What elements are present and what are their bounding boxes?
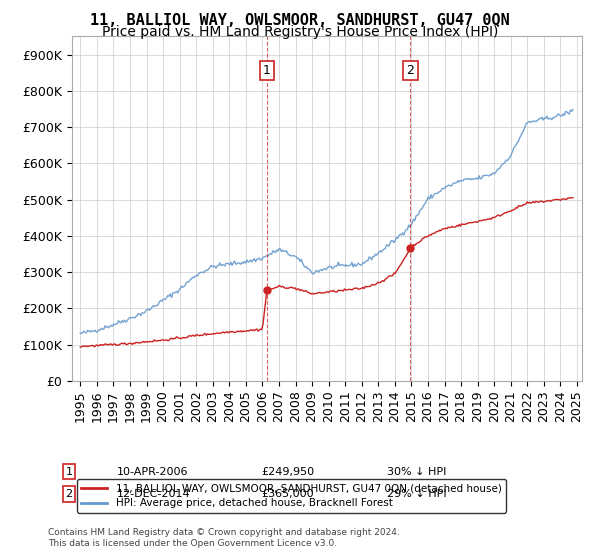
Text: 30% ↓ HPI: 30% ↓ HPI: [387, 466, 446, 477]
Text: Contains HM Land Registry data © Crown copyright and database right 2024.
This d: Contains HM Land Registry data © Crown c…: [48, 528, 400, 548]
Text: 2: 2: [65, 489, 73, 499]
Text: £249,950: £249,950: [261, 466, 314, 477]
Text: £365,000: £365,000: [261, 489, 314, 499]
Text: 1: 1: [65, 466, 73, 477]
Text: 10-APR-2006: 10-APR-2006: [117, 466, 188, 477]
Text: Price paid vs. HM Land Registry's House Price Index (HPI): Price paid vs. HM Land Registry's House …: [102, 25, 498, 39]
Text: 11, BALLIOL WAY, OWLSMOOR, SANDHURST, GU47 0QN: 11, BALLIOL WAY, OWLSMOOR, SANDHURST, GU…: [90, 13, 510, 28]
Legend: 11, BALLIOL WAY, OWLSMOOR, SANDHURST, GU47 0QN (detached house), HPI: Average pr: 11, BALLIOL WAY, OWLSMOOR, SANDHURST, GU…: [77, 479, 506, 512]
Text: 1: 1: [263, 64, 271, 77]
Text: 29% ↓ HPI: 29% ↓ HPI: [387, 489, 446, 499]
Text: 12-DEC-2014: 12-DEC-2014: [117, 489, 191, 499]
Text: 2: 2: [407, 64, 415, 77]
